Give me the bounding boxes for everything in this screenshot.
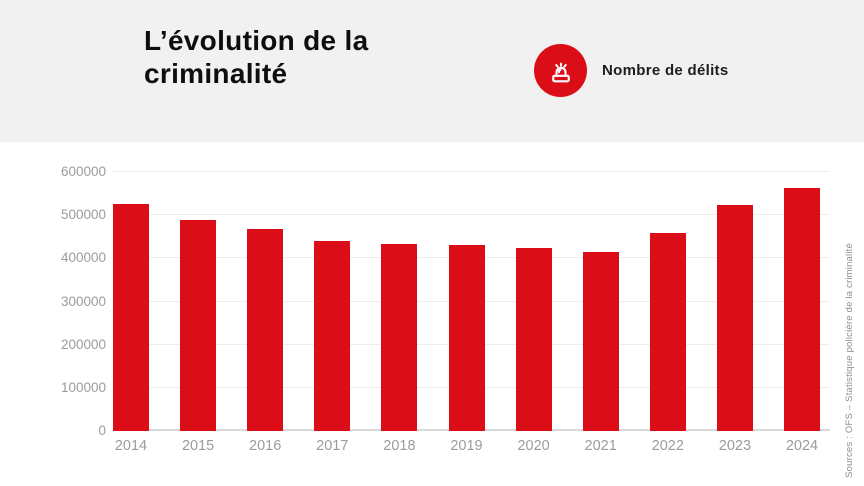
- bar-2018: [381, 244, 418, 431]
- x-tick-label: 2018: [383, 438, 416, 454]
- x-tick-label: 2016: [249, 438, 282, 454]
- y-tick-label: 300000: [60, 293, 106, 309]
- gridline: [113, 171, 830, 172]
- legend-label: Nombre de délits: [602, 62, 729, 79]
- x-tick-label: 2023: [718, 438, 752, 454]
- bar-2023: [716, 205, 753, 431]
- bar-2016: [247, 229, 284, 431]
- x-tick-label: 2021: [584, 438, 617, 454]
- page-title: L’évolution de la criminalité: [144, 25, 369, 90]
- gridline: [113, 214, 830, 216]
- source-note: Sources : OFS – Statistique policière de…: [844, 243, 855, 478]
- y-tick-label: 400000: [60, 250, 106, 266]
- bar-2015: [180, 220, 217, 431]
- legend: Nombre de délits: [534, 44, 729, 97]
- bar-2020: [515, 248, 552, 431]
- x-tick-label: 2014: [114, 438, 148, 454]
- plot-area: [113, 171, 830, 431]
- header: L’évolution de la criminalité Nombre de …: [0, 0, 864, 142]
- bar-2017: [314, 241, 351, 431]
- bar-2024: [784, 187, 820, 431]
- x-tick-label: 2017: [316, 438, 349, 454]
- y-tick-label: 500000: [60, 207, 106, 223]
- y-tick-label: 600000: [60, 164, 106, 179]
- x-tick-label: 2015: [181, 438, 215, 454]
- bar-2014: [113, 203, 149, 431]
- y-tick-label: 100000: [60, 379, 106, 395]
- siren-icon: [534, 44, 587, 97]
- bar-2019: [448, 244, 485, 431]
- y-tick-label: 200000: [60, 336, 106, 352]
- x-tick-label: 2022: [651, 438, 684, 454]
- bar-2022: [649, 233, 686, 431]
- bar-2021: [582, 251, 619, 431]
- x-tick-label: 2020: [517, 438, 550, 454]
- y-tick-label: 0: [98, 423, 106, 438]
- x-tick-label: 2024: [785, 438, 819, 454]
- x-tick-label: 2019: [450, 438, 483, 454]
